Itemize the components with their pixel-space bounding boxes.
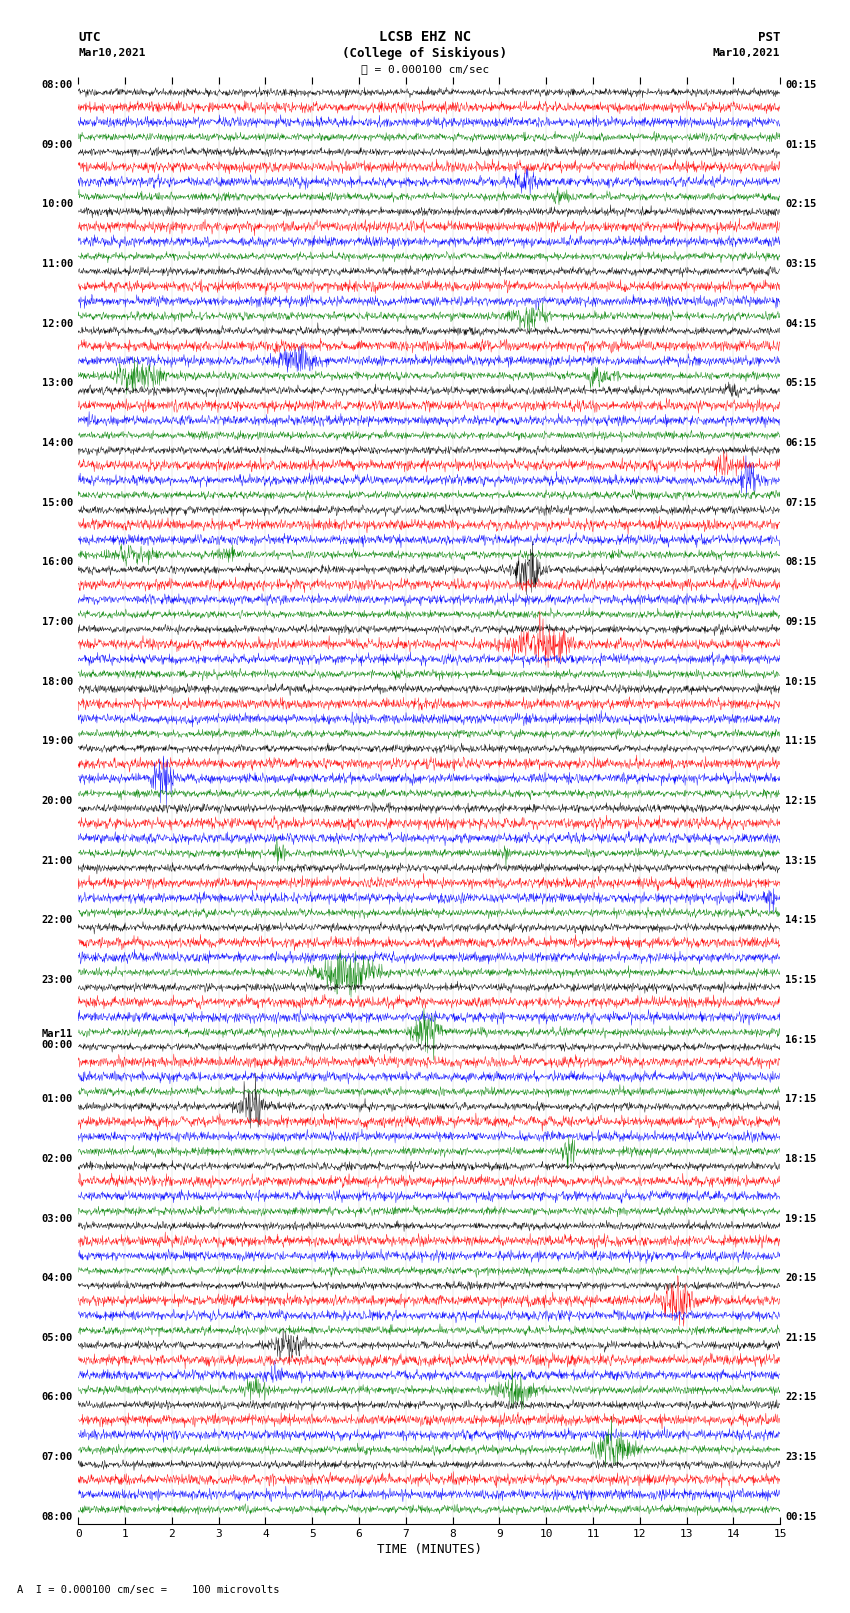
Text: 07:15: 07:15 bbox=[785, 497, 817, 508]
Text: 22:00: 22:00 bbox=[42, 915, 73, 926]
Text: 16:15: 16:15 bbox=[785, 1034, 817, 1045]
Text: Mar10,2021: Mar10,2021 bbox=[78, 48, 145, 58]
Text: Mar10,2021: Mar10,2021 bbox=[713, 48, 780, 58]
Text: 02:15: 02:15 bbox=[785, 200, 817, 210]
Text: 15:00: 15:00 bbox=[42, 497, 73, 508]
Text: 16:00: 16:00 bbox=[42, 556, 73, 568]
Text: 21:15: 21:15 bbox=[785, 1332, 817, 1344]
Text: 20:15: 20:15 bbox=[785, 1273, 817, 1284]
Text: 19:15: 19:15 bbox=[785, 1213, 817, 1224]
Text: 13:00: 13:00 bbox=[42, 377, 73, 389]
Text: 17:00: 17:00 bbox=[42, 616, 73, 627]
Text: 08:15: 08:15 bbox=[785, 556, 817, 568]
Text: 01:00: 01:00 bbox=[42, 1094, 73, 1105]
Text: A  I = 0.000100 cm/sec =    100 microvolts: A I = 0.000100 cm/sec = 100 microvolts bbox=[17, 1586, 280, 1595]
Text: 11:15: 11:15 bbox=[785, 736, 817, 747]
Text: 18:00: 18:00 bbox=[42, 676, 73, 687]
Text: 19:00: 19:00 bbox=[42, 736, 73, 747]
Text: 12:15: 12:15 bbox=[785, 795, 817, 806]
Text: 09:15: 09:15 bbox=[785, 616, 817, 627]
Text: 13:15: 13:15 bbox=[785, 855, 817, 866]
Text: 00:15: 00:15 bbox=[785, 1511, 817, 1521]
Text: 00:15: 00:15 bbox=[785, 81, 817, 90]
Text: 08:00: 08:00 bbox=[42, 81, 73, 90]
Text: 21:00: 21:00 bbox=[42, 855, 73, 866]
Text: 23:15: 23:15 bbox=[785, 1452, 817, 1461]
Text: LCSB EHZ NC: LCSB EHZ NC bbox=[379, 31, 471, 44]
Text: 01:15: 01:15 bbox=[785, 140, 817, 150]
Text: 17:15: 17:15 bbox=[785, 1094, 817, 1105]
Text: 22:15: 22:15 bbox=[785, 1392, 817, 1402]
Text: 04:15: 04:15 bbox=[785, 318, 817, 329]
Text: 03:00: 03:00 bbox=[42, 1213, 73, 1224]
Text: 11:00: 11:00 bbox=[42, 258, 73, 269]
Text: 06:00: 06:00 bbox=[42, 1392, 73, 1402]
Text: 05:00: 05:00 bbox=[42, 1332, 73, 1344]
Text: 02:00: 02:00 bbox=[42, 1153, 73, 1165]
Text: 08:00: 08:00 bbox=[42, 1511, 73, 1521]
Text: 12:00: 12:00 bbox=[42, 318, 73, 329]
Text: (College of Siskiyous): (College of Siskiyous) bbox=[343, 47, 507, 60]
Text: 18:15: 18:15 bbox=[785, 1153, 817, 1165]
Text: 14:15: 14:15 bbox=[785, 915, 817, 926]
Text: 07:00: 07:00 bbox=[42, 1452, 73, 1461]
Text: 04:00: 04:00 bbox=[42, 1273, 73, 1284]
Text: 10:15: 10:15 bbox=[785, 676, 817, 687]
Text: 09:00: 09:00 bbox=[42, 140, 73, 150]
Text: 05:15: 05:15 bbox=[785, 377, 817, 389]
Text: 15:15: 15:15 bbox=[785, 974, 817, 986]
Text: 14:00: 14:00 bbox=[42, 437, 73, 448]
X-axis label: TIME (MINUTES): TIME (MINUTES) bbox=[377, 1544, 482, 1557]
Text: Mar11
00:00: Mar11 00:00 bbox=[42, 1029, 73, 1050]
Text: 03:15: 03:15 bbox=[785, 258, 817, 269]
Text: UTC: UTC bbox=[78, 31, 100, 44]
Text: 20:00: 20:00 bbox=[42, 795, 73, 806]
Text: 23:00: 23:00 bbox=[42, 974, 73, 986]
Text: PST: PST bbox=[758, 31, 780, 44]
Text: ⏐ = 0.000100 cm/sec: ⏐ = 0.000100 cm/sec bbox=[361, 65, 489, 74]
Text: 06:15: 06:15 bbox=[785, 437, 817, 448]
Text: 10:00: 10:00 bbox=[42, 200, 73, 210]
